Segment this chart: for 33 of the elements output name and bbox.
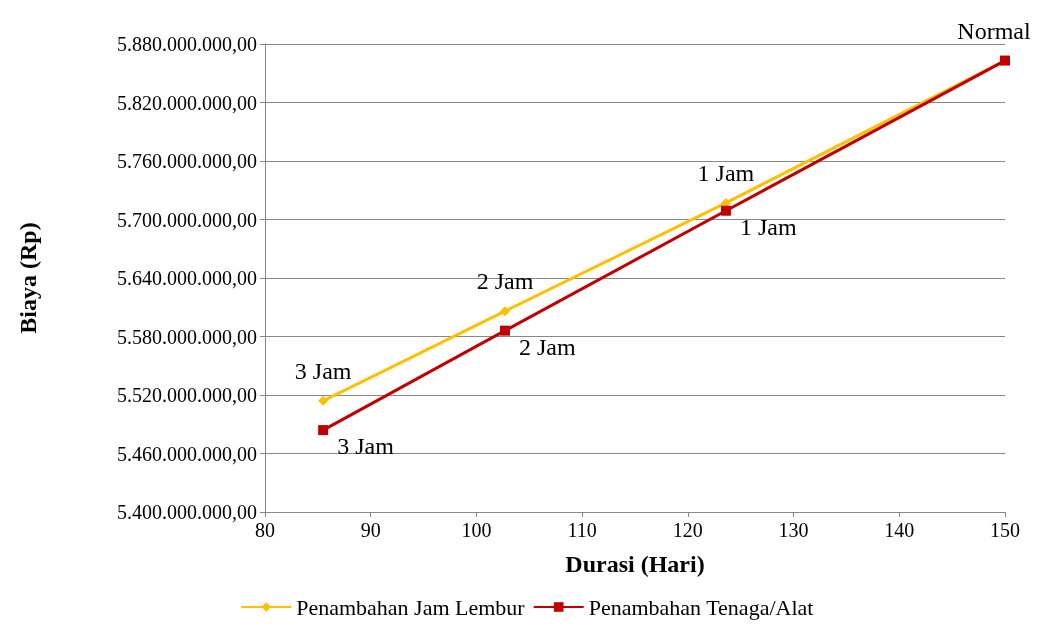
x-tick-label: 90 bbox=[360, 519, 381, 541]
x-tick-label: 80 bbox=[255, 519, 275, 541]
y-tick-label: 5.520.000.000,00 bbox=[117, 384, 257, 406]
x-tick-label: 100 bbox=[461, 519, 492, 541]
point bbox=[318, 395, 329, 406]
annotation: 1 Jam bbox=[697, 159, 755, 186]
x-tick-label: 150 bbox=[990, 519, 1020, 541]
x-tick-label: 140 bbox=[884, 519, 915, 541]
annotation: 3 Jam bbox=[337, 433, 395, 460]
y-tick-label: 5.700.000.000,00 bbox=[117, 208, 257, 231]
y-tick-label: 5.760.000.000,00 bbox=[117, 150, 257, 172]
x-tick-label: 110 bbox=[567, 519, 597, 541]
legend-label: Penambahan Tenaga/Alat bbox=[588, 594, 814, 620]
y-tick-label: 5.400.000.000,00 bbox=[117, 501, 257, 523]
annotation: 2 Jam bbox=[476, 268, 534, 295]
point bbox=[499, 306, 510, 317]
legend-label: Penambahan Jam Lembur bbox=[296, 594, 526, 620]
point bbox=[318, 425, 329, 436]
y-tick-label: 5.460.000.000,00 bbox=[117, 442, 257, 465]
y-tick-label: 5.820.000.000,00 bbox=[117, 91, 257, 114]
x-axis-title: Durasi (Hari) bbox=[565, 551, 705, 577]
y-tick-label: 5.880.000.000,00 bbox=[117, 33, 257, 55]
x-tick-label: 120 bbox=[672, 519, 703, 541]
x-tick-label: 130 bbox=[778, 519, 809, 541]
point bbox=[720, 205, 731, 216]
annotation: 1 Jam bbox=[739, 213, 797, 240]
annotation: Normal bbox=[957, 17, 1031, 44]
y-tick-label: 5.580.000.000,00 bbox=[117, 325, 257, 348]
annotation: 3 Jam bbox=[294, 357, 352, 384]
point bbox=[499, 325, 510, 336]
annotation: 2 Jam bbox=[518, 333, 576, 360]
y-tick-label: 5.640.000.000,00 bbox=[117, 267, 257, 289]
y-axis-title: Biaya (Rp) bbox=[15, 222, 41, 334]
